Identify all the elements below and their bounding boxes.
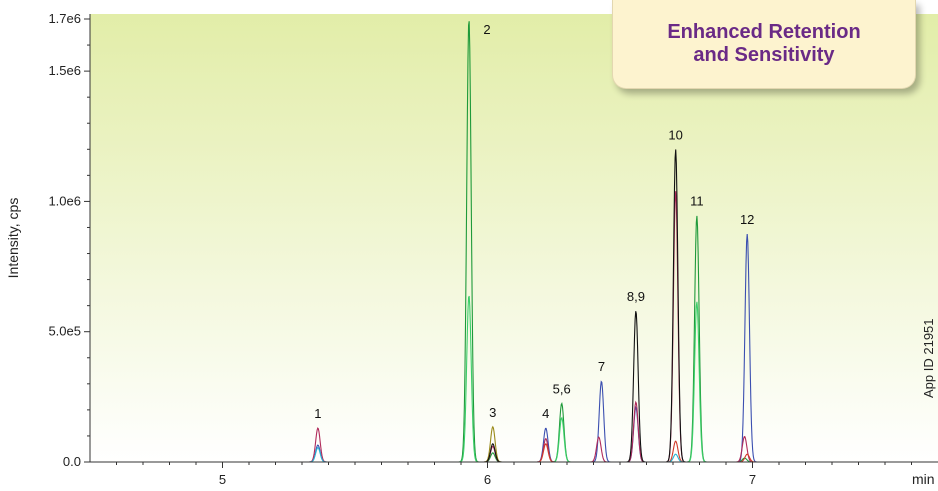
peak-label: 12 bbox=[740, 212, 754, 227]
callout-line-2: and Sensitivity bbox=[693, 44, 835, 66]
y-axis-title: Intensity, cps bbox=[5, 198, 21, 279]
x-tick-label: 5 bbox=[219, 472, 226, 487]
peak-label: 5,6 bbox=[553, 381, 571, 396]
y-tick-label: 1.0e6 bbox=[48, 193, 81, 208]
peak-label: 4 bbox=[542, 406, 549, 421]
peak-label: 11 bbox=[690, 194, 704, 209]
peak-label: 1 bbox=[314, 406, 321, 421]
x-tick-label: 6 bbox=[484, 472, 491, 487]
callout-box: Enhanced Retention and Sensitivity bbox=[612, 0, 916, 89]
peak-label: 3 bbox=[489, 405, 496, 420]
peak-label: 8,9 bbox=[627, 289, 645, 304]
y-tick-label: 5.0e5 bbox=[48, 324, 81, 339]
y-tick-label: 0.0 bbox=[63, 454, 81, 469]
y-tick-label: 1.7e6 bbox=[48, 11, 81, 26]
peak-label: 10 bbox=[668, 127, 682, 142]
callout-line-1: Enhanced Retention bbox=[667, 21, 861, 43]
x-tick-label: 7 bbox=[749, 472, 756, 487]
y-tick-label: 1.5e6 bbox=[48, 63, 81, 78]
app-id-note: App ID 21951 bbox=[921, 318, 936, 398]
peak-label: 7 bbox=[598, 359, 605, 374]
peak-label: 2 bbox=[483, 22, 490, 37]
x-axis-title: min bbox=[912, 471, 935, 487]
